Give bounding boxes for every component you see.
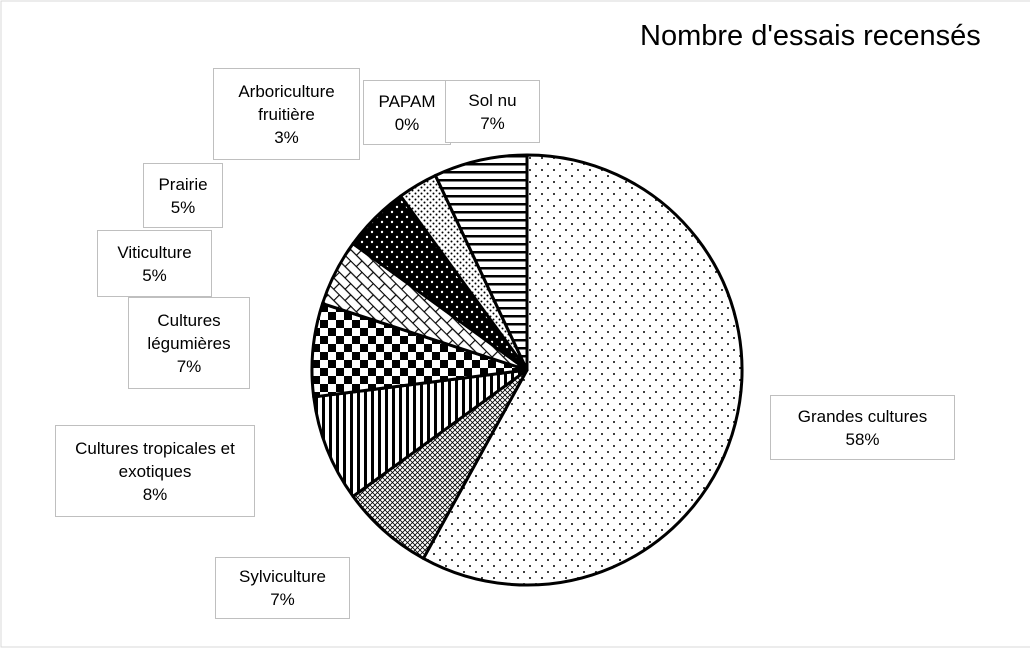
data-label: PAPAM 0% <box>363 80 451 145</box>
pie-slice <box>312 368 529 498</box>
category-label: Cultures tropicales et exotiques <box>75 438 235 481</box>
value-label: 58% <box>845 429 880 449</box>
pie-slice <box>421 153 744 587</box>
data-label: Sylviculture 7% <box>215 557 350 619</box>
category-label: Prairie <box>158 174 208 194</box>
data-label: Cultures tropicales et exotiques 8% <box>55 425 255 517</box>
value-label: 3% <box>274 127 299 147</box>
category-label: PAPAM <box>378 91 436 111</box>
value-label: 5% <box>142 265 167 285</box>
data-label: Sol nu 7% <box>445 80 540 143</box>
category-label: Sylviculture <box>239 567 326 586</box>
category-label: Arboriculture fruitière <box>238 81 335 124</box>
data-label: Prairie 5% <box>143 163 223 228</box>
pie-slice <box>433 153 529 372</box>
data-label: Cultures légumières 7% <box>128 297 250 389</box>
chart-title: Nombre d'essais recensés <box>640 20 981 52</box>
value-label: 8% <box>142 484 168 504</box>
value-label: 7% <box>480 113 505 133</box>
data-label: Arboriculture fruitière 3% <box>213 68 360 160</box>
value-label: 7% <box>270 590 295 609</box>
category-label: Sol nu <box>468 90 517 110</box>
category-label: Grandes cultures <box>797 406 928 426</box>
category-label: Cultures légumières <box>147 310 231 353</box>
data-label: Viticulture 5% <box>97 230 212 297</box>
value-label: 0% <box>394 114 420 134</box>
value-label: 5% <box>170 197 196 217</box>
category-label: Viticulture <box>117 242 192 262</box>
data-label: Grandes cultures 58% <box>770 395 955 460</box>
value-label: 7% <box>176 356 202 376</box>
